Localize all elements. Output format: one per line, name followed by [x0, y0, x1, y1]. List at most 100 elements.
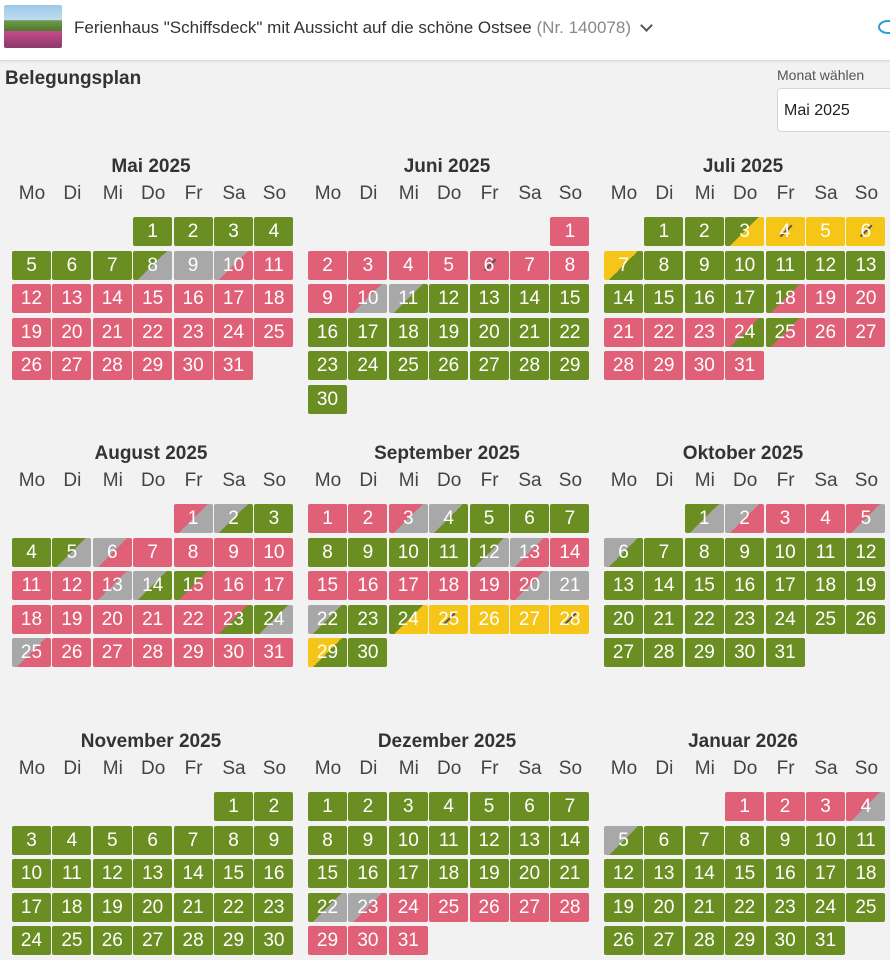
- calendar-day[interactable]: 7: [684, 825, 724, 855]
- calendar-day[interactable]: 20: [846, 284, 886, 314]
- calendar-day[interactable]: 31: [214, 351, 253, 381]
- calendar-day[interactable]: 15: [214, 859, 253, 889]
- calendar-day[interactable]: 17: [725, 284, 765, 314]
- calendar-day[interactable]: 19: [52, 604, 92, 634]
- calendar-day[interactable]: 11: [388, 284, 428, 314]
- calendar-day[interactable]: 7: [133, 537, 173, 567]
- calendar-day[interactable]: 27: [133, 926, 173, 956]
- calendar-day[interactable]: 9: [765, 825, 805, 855]
- calendar-day[interactable]: 20: [604, 604, 643, 634]
- calendar-day[interactable]: 16: [214, 571, 253, 601]
- calendar-day[interactable]: 7: [604, 250, 643, 280]
- calendar-day[interactable]: 15: [133, 284, 173, 314]
- calendar-day[interactable]: 1: [214, 792, 253, 821]
- calendar-day[interactable]: 9: [725, 537, 765, 567]
- calendar-day[interactable]: 14: [92, 284, 132, 314]
- calendar-day[interactable]: 29: [173, 638, 213, 668]
- calendar-day[interactable]: 31: [765, 638, 805, 668]
- calendar-day[interactable]: 25: [52, 926, 92, 956]
- calendar-day[interactable]: 28: [644, 638, 684, 668]
- calendar-day[interactable]: 25: [429, 604, 469, 634]
- calendar-day[interactable]: 29: [133, 351, 173, 381]
- calendar-day[interactable]: 31: [254, 638, 294, 668]
- calendar-day[interactable]: 22: [308, 892, 347, 922]
- calendar-day[interactable]: 3: [388, 504, 428, 533]
- calendar-day[interactable]: 25: [806, 604, 845, 634]
- calendar-day[interactable]: 20: [510, 571, 549, 601]
- calendar-day[interactable]: 26: [604, 926, 643, 956]
- calendar-day[interactable]: 30: [348, 926, 388, 956]
- calendar-day[interactable]: 22: [550, 317, 590, 347]
- calendar-day[interactable]: 9: [348, 537, 388, 567]
- calendar-day[interactable]: 17: [214, 284, 253, 314]
- calendar-day[interactable]: 10: [806, 825, 845, 855]
- calendar-day[interactable]: 27: [469, 351, 509, 381]
- calendar-day[interactable]: 30: [254, 926, 294, 956]
- calendar-day[interactable]: 15: [725, 859, 765, 889]
- calendar-day[interactable]: 18: [388, 317, 428, 347]
- calendar-day[interactable]: 1: [308, 504, 347, 533]
- calendar-day[interactable]: 22: [644, 317, 684, 347]
- calendar-day[interactable]: 29: [684, 638, 724, 668]
- calendar-day[interactable]: 3: [214, 217, 253, 246]
- calendar-day[interactable]: 11: [12, 571, 51, 601]
- calendar-day[interactable]: 22: [684, 604, 724, 634]
- calendar-day[interactable]: 12: [52, 571, 92, 601]
- calendar-day[interactable]: 29: [308, 638, 347, 668]
- calendar-day[interactable]: 25: [765, 317, 805, 347]
- calendar-day[interactable]: 28: [173, 926, 213, 956]
- calendar-day[interactable]: 17: [348, 317, 388, 347]
- calendar-day[interactable]: 16: [684, 284, 724, 314]
- calendar-day[interactable]: 16: [348, 571, 388, 601]
- calendar-day[interactable]: 12: [846, 537, 886, 567]
- calendar-day[interactable]: 3: [388, 792, 428, 821]
- calendar-day[interactable]: 15: [308, 571, 347, 601]
- calendar-day[interactable]: 24: [12, 926, 51, 956]
- calendar-day[interactable]: 29: [550, 351, 590, 381]
- calendar-day[interactable]: 24: [348, 351, 388, 381]
- calendar-day[interactable]: 6: [510, 792, 549, 821]
- calendar-day[interactable]: 8: [725, 825, 765, 855]
- calendar-day[interactable]: 29: [308, 926, 347, 956]
- calendar-day[interactable]: 27: [52, 351, 92, 381]
- calendar-day[interactable]: 2: [308, 250, 347, 280]
- calendar-day[interactable]: 25: [388, 351, 428, 381]
- calendar-day[interactable]: 11: [429, 825, 469, 855]
- calendar-day[interactable]: 10: [388, 537, 428, 567]
- calendar-day[interactable]: 21: [510, 317, 549, 347]
- calendar-day[interactable]: 8: [214, 825, 253, 855]
- calendar-day[interactable]: 14: [133, 571, 173, 601]
- calendar-day[interactable]: 13: [604, 571, 643, 601]
- calendar-day[interactable]: 26: [806, 317, 845, 347]
- calendar-day[interactable]: 18: [429, 571, 469, 601]
- calendar-day[interactable]: 28: [133, 638, 173, 668]
- calendar-day[interactable]: 6: [604, 537, 643, 567]
- calendar-day[interactable]: 2: [348, 504, 388, 533]
- calendar-day[interactable]: 23: [173, 317, 213, 347]
- calendar-day[interactable]: 25: [254, 317, 294, 347]
- calendar-day[interactable]: 6: [133, 825, 173, 855]
- calendar-day[interactable]: 23: [254, 892, 294, 922]
- calendar-day[interactable]: 18: [12, 604, 51, 634]
- calendar-day[interactable]: 14: [550, 537, 590, 567]
- calendar-day[interactable]: 23: [348, 604, 388, 634]
- calendar-day[interactable]: 25: [846, 892, 886, 922]
- calendar-day[interactable]: 26: [469, 604, 509, 634]
- calendar-day[interactable]: 7: [92, 250, 132, 280]
- calendar-day[interactable]: 28: [510, 351, 549, 381]
- calendar-day[interactable]: 14: [604, 284, 643, 314]
- calendar-day[interactable]: 27: [604, 638, 643, 668]
- calendar-day[interactable]: 5: [12, 250, 51, 280]
- calendar-day[interactable]: 6: [92, 537, 132, 567]
- calendar-day[interactable]: 21: [644, 604, 684, 634]
- calendar-day[interactable]: 6: [510, 504, 549, 533]
- calendar-day[interactable]: 21: [684, 892, 724, 922]
- calendar-day[interactable]: 5: [806, 217, 845, 246]
- calendar-day[interactable]: 10: [254, 537, 294, 567]
- calendar-day[interactable]: 4: [806, 504, 845, 533]
- calendar-day[interactable]: 21: [133, 604, 173, 634]
- calendar-day[interactable]: 30: [725, 638, 765, 668]
- calendar-day[interactable]: 6: [846, 217, 886, 246]
- calendar-day[interactable]: 9: [348, 825, 388, 855]
- calendar-day[interactable]: 8: [550, 250, 590, 280]
